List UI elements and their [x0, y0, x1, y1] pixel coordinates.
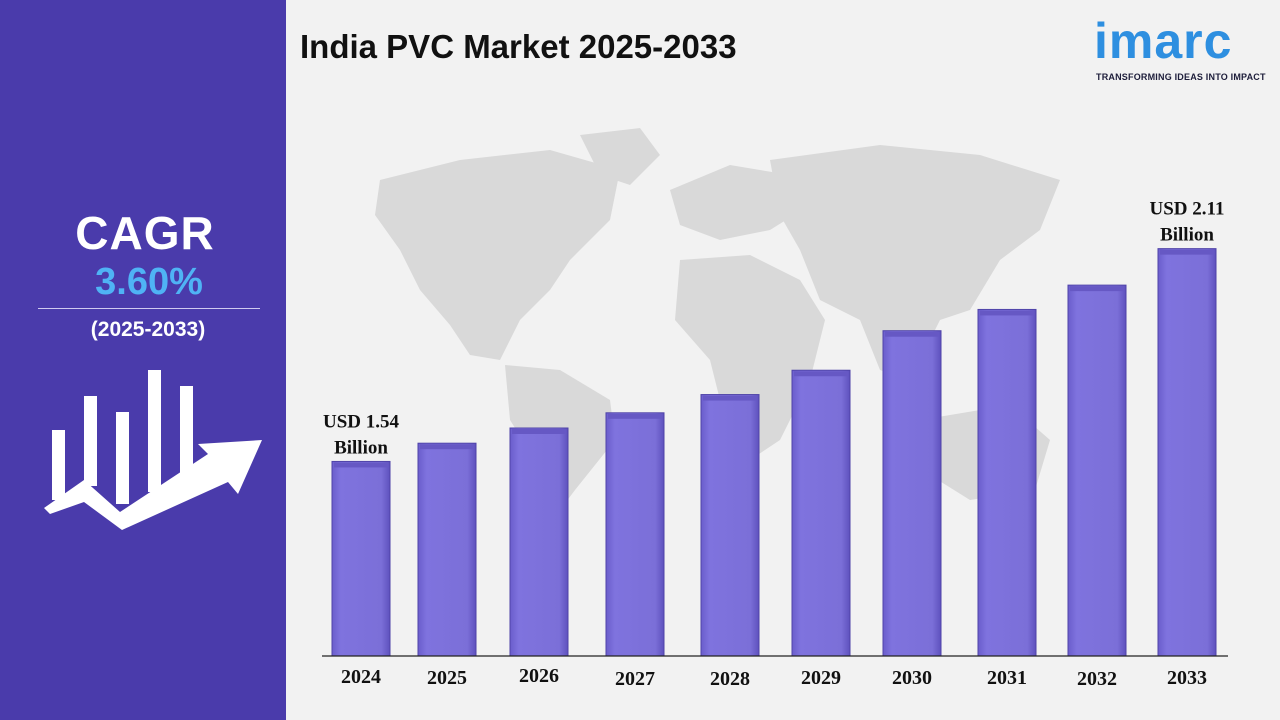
- cagr-value: 3.60%: [95, 261, 203, 303]
- bar-top-2024: [334, 462, 388, 468]
- bar-top-2025: [420, 444, 474, 450]
- cagr-period: (2025-2033): [90, 318, 206, 341]
- data-label-2033: Billion: [1160, 225, 1214, 246]
- x-tick-label: 2024: [341, 666, 381, 688]
- x-tick-label: 2029: [801, 667, 841, 689]
- sidebar: CAGR 3.60% (2025-2033): [0, 0, 286, 720]
- bar-2027: [605, 412, 665, 657]
- data-label-2024: USD 1.54: [323, 411, 400, 432]
- bar-2032: [1067, 284, 1127, 657]
- page-title: India PVC Market 2025-2033: [300, 28, 737, 65]
- x-tick-label: 2028: [710, 668, 750, 690]
- bar-2028: [700, 394, 760, 657]
- bar-2029: [791, 369, 851, 657]
- data-label-2024: Billion: [334, 437, 388, 458]
- bar-2031: [977, 308, 1037, 657]
- bar-top-2032: [1070, 286, 1124, 292]
- bar-2026: [509, 427, 569, 657]
- logo-wordmark: imarc: [1094, 13, 1233, 69]
- bar-top-2033: [1160, 249, 1214, 255]
- data-label-2033: USD 2.11: [1150, 199, 1225, 220]
- x-tick-label: 2031: [987, 667, 1027, 689]
- bar-top-2026: [512, 429, 566, 434]
- imarc-logo: imarc TRANSFORMING IDEAS INTO IMPACT: [1088, 6, 1268, 86]
- x-tick-label: 2026: [519, 665, 559, 687]
- bar-2025: [417, 442, 477, 657]
- bar-top-2028: [703, 395, 757, 401]
- bar-top-2030: [885, 331, 939, 337]
- bar-top-2029: [794, 371, 848, 377]
- bar-chart-growth-arrow-icon: [44, 370, 262, 530]
- x-tick-label: 2033: [1167, 667, 1207, 689]
- divider: [38, 308, 260, 309]
- cagr-label: CAGR: [75, 207, 215, 259]
- logo-tagline: TRANSFORMING IDEAS INTO IMPACT: [1096, 72, 1266, 82]
- bar-2033: [1157, 248, 1217, 657]
- x-tick-label: 2032: [1077, 668, 1117, 690]
- x-tick-label: 2027: [615, 668, 655, 690]
- bar-2024: [331, 460, 391, 657]
- x-tick-label: 2025: [427, 667, 467, 689]
- x-tick-label: 2030: [892, 667, 932, 689]
- bar-top-2031: [980, 310, 1034, 316]
- bar-top-2027: [608, 413, 662, 419]
- bar-2030: [882, 330, 942, 657]
